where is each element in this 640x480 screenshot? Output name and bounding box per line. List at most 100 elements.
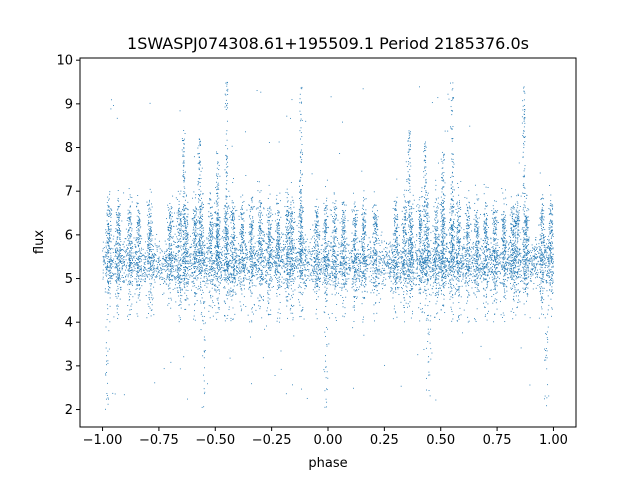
data-point (288, 275, 290, 277)
data-point (131, 303, 133, 305)
data-point (459, 276, 461, 277)
data-point (274, 269, 276, 271)
data-point (231, 256, 233, 258)
data-point (170, 215, 172, 217)
data-point (486, 267, 488, 269)
data-point (499, 272, 501, 274)
data-point (175, 270, 177, 272)
data-point (169, 265, 171, 267)
data-point (456, 290, 457, 292)
data-point (240, 252, 242, 254)
data-point (381, 267, 383, 269)
data-point (356, 264, 358, 266)
data-point (106, 266, 108, 268)
data-point (456, 270, 458, 272)
data-point (109, 215, 111, 216)
data-point (120, 249, 122, 251)
data-point (150, 228, 152, 230)
data-point (354, 248, 355, 250)
data-point (141, 267, 142, 269)
data-point (412, 279, 414, 281)
data-point (108, 206, 110, 208)
data-point (332, 278, 334, 280)
data-point (256, 264, 258, 266)
data-point (106, 241, 108, 243)
data-point (471, 262, 473, 264)
data-point (400, 258, 402, 260)
data-point (145, 295, 147, 296)
data-point (244, 263, 246, 265)
data-point (243, 280, 245, 282)
data-point (153, 259, 155, 261)
data-point (291, 253, 293, 255)
data-point (183, 244, 185, 246)
data-point (478, 265, 480, 267)
data-point (420, 258, 422, 260)
data-point (155, 245, 157, 247)
data-point (304, 259, 306, 261)
data-point (131, 268, 133, 270)
data-point (433, 259, 435, 261)
data-point (266, 270, 267, 272)
data-point (393, 278, 395, 280)
data-point (324, 259, 326, 261)
data-point (273, 261, 274, 263)
data-point (508, 247, 510, 249)
data-point (116, 308, 118, 310)
data-point (213, 268, 215, 270)
data-point (293, 280, 295, 282)
data-point (125, 259, 127, 261)
data-point (277, 272, 279, 274)
data-point (412, 257, 414, 259)
data-point (450, 255, 452, 257)
data-point (436, 249, 438, 251)
data-point (453, 266, 455, 268)
data-point (130, 235, 132, 237)
data-point (532, 265, 534, 267)
data-point (117, 292, 119, 294)
data-point (474, 258, 476, 260)
data-point (106, 212, 108, 214)
data-point (320, 249, 322, 251)
data-point (267, 244, 269, 246)
data-point (145, 258, 146, 260)
data-point (305, 282, 306, 284)
data-point (462, 276, 464, 278)
data-point (174, 279, 176, 281)
data-point (269, 284, 271, 286)
data-point (164, 269, 166, 271)
data-point (385, 263, 387, 265)
data-point (139, 257, 141, 259)
data-point (219, 257, 221, 259)
data-point (258, 270, 260, 272)
data-point (392, 253, 394, 255)
data-point (112, 260, 113, 262)
data-point (375, 261, 377, 263)
data-point (268, 259, 270, 260)
data-point (546, 281, 548, 283)
data-point (117, 258, 119, 260)
data-point (214, 272, 216, 273)
data-point (302, 292, 304, 294)
data-point (181, 249, 183, 251)
data-point (514, 256, 516, 257)
data-point (489, 289, 491, 291)
data-point (176, 259, 178, 260)
data-point (401, 257, 403, 259)
data-point (353, 282, 355, 284)
data-point (516, 272, 518, 274)
data-point (189, 247, 191, 249)
data-point (290, 235, 292, 237)
data-point (109, 305, 111, 307)
data-point (495, 248, 497, 250)
data-point (315, 279, 317, 281)
data-point (322, 267, 324, 269)
data-point (264, 250, 265, 251)
data-point (468, 268, 470, 270)
data-point (205, 257, 207, 259)
data-point (320, 258, 322, 260)
data-point (401, 266, 403, 268)
data-point (428, 262, 430, 264)
data-point (205, 265, 207, 267)
data-point (194, 261, 196, 262)
